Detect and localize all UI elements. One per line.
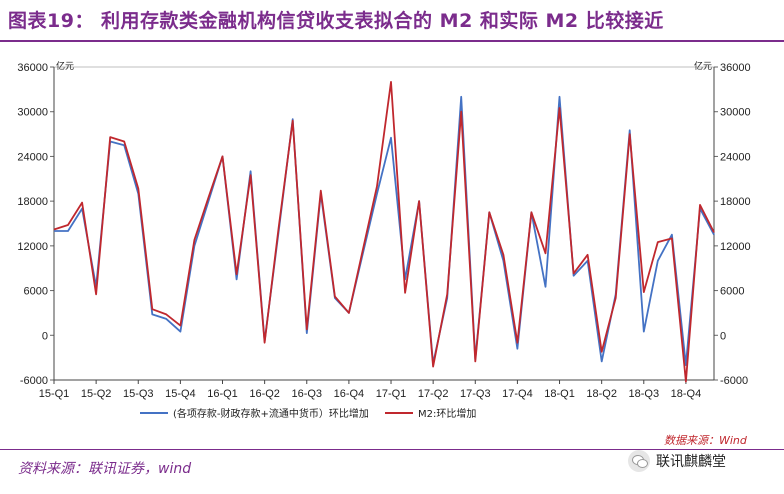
line-chart: -6000 -6000 0 0 6000 6000 12000 12000 18000 18000… xyxy=(17,60,751,420)
y-tick-label-right: 30000 xyxy=(720,107,751,119)
y-tick-label-left: -6000 xyxy=(20,375,48,387)
x-tick-label: 17-Q2 xyxy=(418,388,449,400)
x-tick-label: 16-Q1 xyxy=(207,388,238,400)
account-badge: 联讯麒麟堂 xyxy=(628,450,726,472)
y-tick-label-left: 0 xyxy=(42,330,48,342)
y-tick-label-right: 12000 xyxy=(720,241,751,253)
y-tick-label-right: 6000 xyxy=(720,286,744,298)
y-tick-label-right: -6000 xyxy=(720,375,748,387)
series-line-2 xyxy=(53,80,715,383)
x-tick-label: 16-Q4 xyxy=(334,388,365,400)
x-tick-label: 15-Q3 xyxy=(123,388,154,400)
y-tick-label-right: 24000 xyxy=(720,151,751,163)
title-divider xyxy=(0,40,784,42)
x-tick-label: 17-Q3 xyxy=(460,388,491,400)
chart-title: 图表19： 利用存款类金融机构信贷收支表拟合的 M2 和实际 M2 比较接近 xyxy=(8,10,664,32)
data-source-note: 数据来源：Wind xyxy=(664,434,747,447)
y-tick-label-left: 18000 xyxy=(17,196,48,208)
source-text: 资料来源：联讯证券，wind xyxy=(18,461,192,477)
account-name: 联讯麒麟堂 xyxy=(656,454,726,470)
legend: (各项存款-财政存款+流通中货币）环比增加 M2:环比增加 xyxy=(140,407,476,420)
legend-label-series-2: M2:环比增加 xyxy=(418,407,476,420)
right-axis-unit: 亿元 xyxy=(694,60,712,72)
wechat-icon xyxy=(628,450,650,472)
y-tick-label-left: 36000 xyxy=(17,62,48,74)
left-axis-unit: 亿元 xyxy=(56,60,74,72)
y-tick-label-left: 12000 xyxy=(17,241,48,253)
x-tick-label: 18-Q3 xyxy=(628,388,659,400)
x-tick-label: 16-Q2 xyxy=(249,388,280,400)
x-tick-label: 15-Q4 xyxy=(165,388,196,400)
x-tick-label: 18-Q1 xyxy=(544,388,575,400)
x-tick-label: 18-Q2 xyxy=(586,388,617,400)
y-tick-label-left: 24000 xyxy=(17,151,48,163)
y-tick-label-right: 0 xyxy=(720,330,726,342)
x-tick-label: 17-Q4 xyxy=(502,388,533,400)
plot-frame xyxy=(53,66,715,381)
legend-label-series-1: (各项存款-财政存款+流通中货币）环比增加 xyxy=(173,407,369,420)
y-tick-label-left: 30000 xyxy=(17,107,48,119)
x-tick-label: 15-Q2 xyxy=(81,388,112,400)
x-tick-label: 18-Q4 xyxy=(671,388,702,400)
series-line-1 xyxy=(54,95,715,367)
x-tick-label: 16-Q3 xyxy=(291,388,322,400)
x-tick-label: 17-Q1 xyxy=(376,388,407,400)
y-tick-label-right: 36000 xyxy=(720,62,751,74)
footer-divider xyxy=(0,449,784,450)
y-tick-label-right: 18000 xyxy=(720,196,751,208)
x-tick-label: 15-Q1 xyxy=(39,388,70,400)
y-tick-label-left: 6000 xyxy=(24,286,48,298)
